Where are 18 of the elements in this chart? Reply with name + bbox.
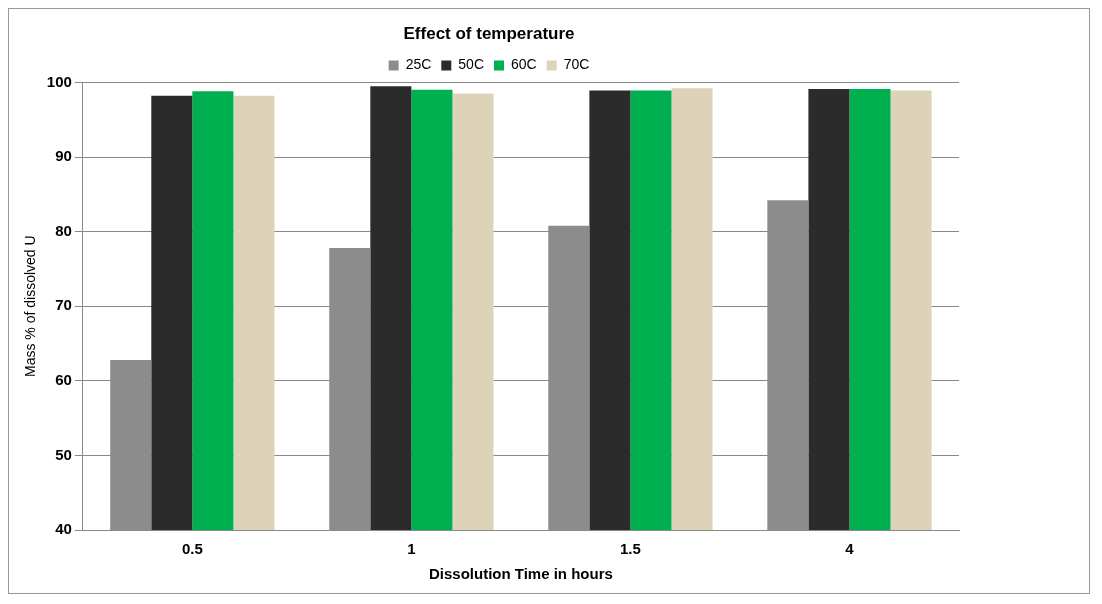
legend-label: 25C bbox=[405, 56, 432, 73]
x-tick-label: 4 bbox=[845, 540, 855, 558]
x-tick-label: 1.5 bbox=[620, 540, 641, 558]
y-tick-label: 100 bbox=[46, 72, 72, 90]
legend-label: 70C bbox=[563, 56, 590, 73]
y-tick-label: 50 bbox=[55, 445, 72, 463]
chart-title: Effect of temperature bbox=[403, 23, 575, 43]
y-tick-label: 70 bbox=[55, 296, 72, 314]
y-tick-label: 80 bbox=[55, 221, 72, 239]
legend-label: 60C bbox=[511, 56, 537, 73]
x-tick-label: 0.5 bbox=[181, 540, 203, 558]
y-tick-label: 60 bbox=[55, 370, 72, 388]
x-axis-title: Dissolution Time in hours bbox=[428, 565, 613, 583]
x-tick-label: 1 bbox=[407, 540, 416, 558]
y-tick-label: 90 bbox=[55, 147, 72, 165]
y-axis-title: Mass % of dissolved U bbox=[22, 235, 39, 377]
legend-label: 50C bbox=[458, 56, 484, 73]
y-tick-label: 40 bbox=[55, 520, 72, 538]
